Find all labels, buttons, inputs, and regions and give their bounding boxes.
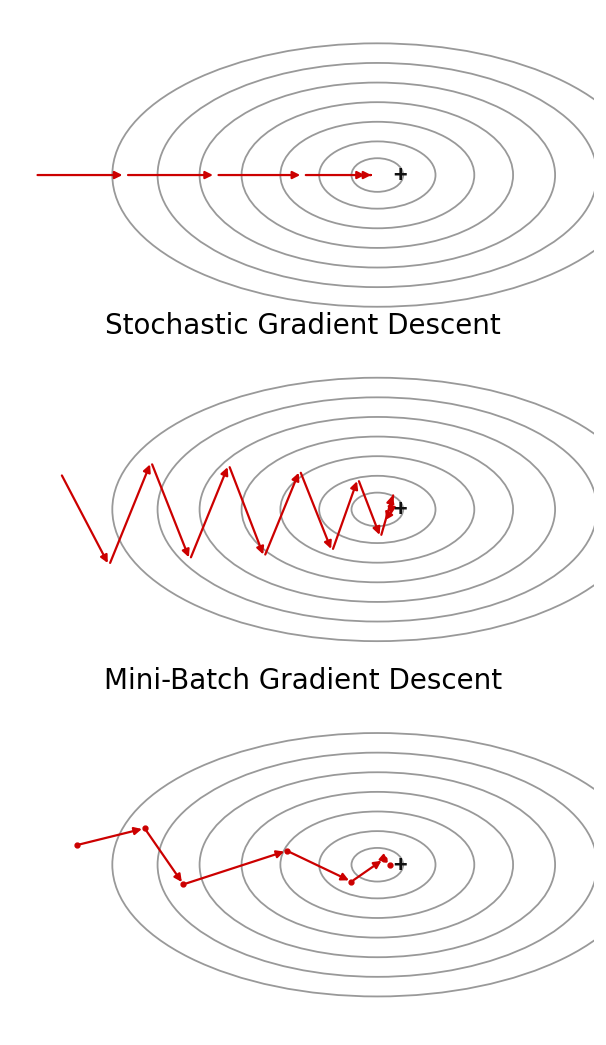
- Text: Mini-Batch Gradient Descent: Mini-Batch Gradient Descent: [104, 667, 502, 695]
- Text: Gradient Descent: Gradient Descent: [181, 0, 425, 5]
- Text: +: +: [393, 855, 407, 875]
- Text: +: +: [393, 500, 407, 519]
- Text: +: +: [393, 165, 407, 185]
- Text: Stochastic Gradient Descent: Stochastic Gradient Descent: [105, 311, 501, 340]
